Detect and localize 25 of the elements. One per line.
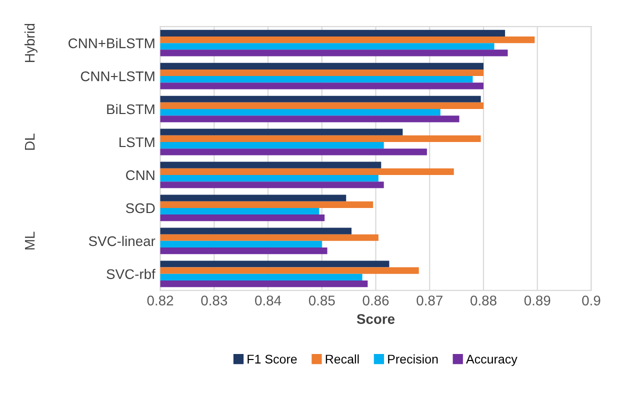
legend-label: Precision [388, 354, 438, 364]
y-tick-label: BiLSTM [107, 104, 154, 114]
x-tick-label: 0.89 [524, 296, 550, 306]
legend-label: F1 Score [248, 354, 297, 364]
x-tick-label: 0.84 [255, 296, 282, 306]
annotation: ML [25, 232, 35, 250]
x-axis-title: Score [356, 314, 395, 324]
x-tick-label: 0.88 [470, 296, 496, 306]
legend-label: Recall [326, 354, 359, 364]
y-tick-label: SVC-rbf [106, 268, 156, 280]
legend-label: Accuracy [466, 354, 518, 366]
annotation: DL [25, 134, 35, 150]
y-tick-label: SVC-linear [88, 236, 156, 246]
y-tick-label: CNN+LSTM [80, 71, 154, 82]
x-tick-label: 0.86 [362, 296, 389, 306]
x-tick-label: 0.83 [201, 296, 228, 306]
y-tick-label: CNN [126, 170, 154, 180]
x-tick-label: 0.9 [582, 296, 600, 306]
x-tick-label: 0.82 [147, 296, 174, 306]
y-tick-label: LSTM [120, 137, 154, 148]
annotation: Hybrid [24, 24, 38, 62]
x-tick-label: 0.85 [308, 296, 335, 306]
y-tick-label: CNN+BiLSTM [68, 38, 154, 48]
y-tick-label: SGD [126, 203, 155, 214]
x-tick-label: 0.87 [416, 296, 442, 306]
